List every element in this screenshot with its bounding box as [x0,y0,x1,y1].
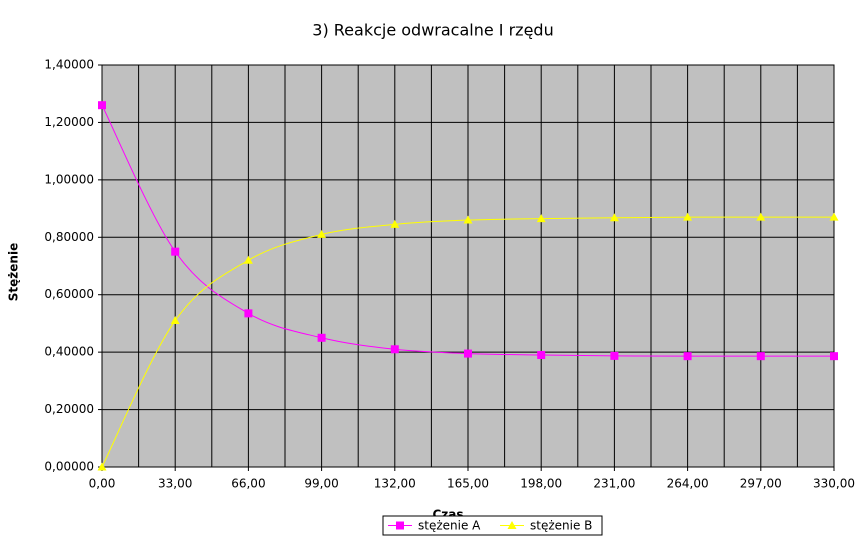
marker [464,349,472,358]
y-tick-label: 1,20000 [44,115,94,129]
plot-border [101,64,835,468]
x-tick-label: 231,00 [593,477,635,491]
marker [756,352,765,361]
marker [317,333,326,342]
x-tick-label: 297,00 [740,477,782,491]
x-tick-label: 33,00 [158,477,192,491]
x-tick-label: 132,00 [374,477,416,491]
marker [243,255,253,264]
y-tick-label: 0,40000 [44,345,94,359]
marker [683,352,692,361]
x-tick-label: 264,00 [667,477,709,491]
y-tick-label: 0,20000 [44,402,94,416]
marker [610,351,619,360]
y-tick-label: 0,60000 [44,287,94,301]
legend-label: stężenie B [530,519,592,533]
marker [537,351,546,360]
y-tick-label: 0,80000 [44,230,94,244]
x-tick-label: 66,00 [231,477,265,491]
y-tick-label: 1,40000 [44,58,94,72]
marker [683,212,693,221]
marker [609,213,619,222]
marker [390,219,400,228]
legend: stężenie A stężenie B [382,515,603,536]
y-tick-label: 0,00000 [44,460,94,474]
marker [536,214,546,223]
legend-box [382,515,603,536]
marker [507,521,517,529]
marker [829,212,839,221]
marker [97,462,107,471]
series-line [101,104,834,357]
y-tick-label: 1,00000 [44,172,94,186]
marker [756,212,766,221]
marker [317,229,327,238]
marker [171,247,180,256]
x-tick-label: 0,00 [89,477,116,491]
marker [396,521,404,530]
x-tick-label: 165,00 [447,477,489,491]
chart-title: 3) Reakcje odwracalne I rzędu [312,21,553,40]
marker [390,345,399,354]
marker [98,101,106,110]
marker [830,352,838,361]
marker [244,309,253,318]
x-tick-label: 330,00 [813,477,855,491]
y-axis-title: Stężenie [7,243,21,301]
marker [463,215,473,224]
marker [170,316,180,325]
legend-label: stężenie A [418,519,481,533]
x-tick-label: 99,00 [304,477,338,491]
series-line [101,216,834,468]
x-tick-label: 198,00 [520,477,562,491]
